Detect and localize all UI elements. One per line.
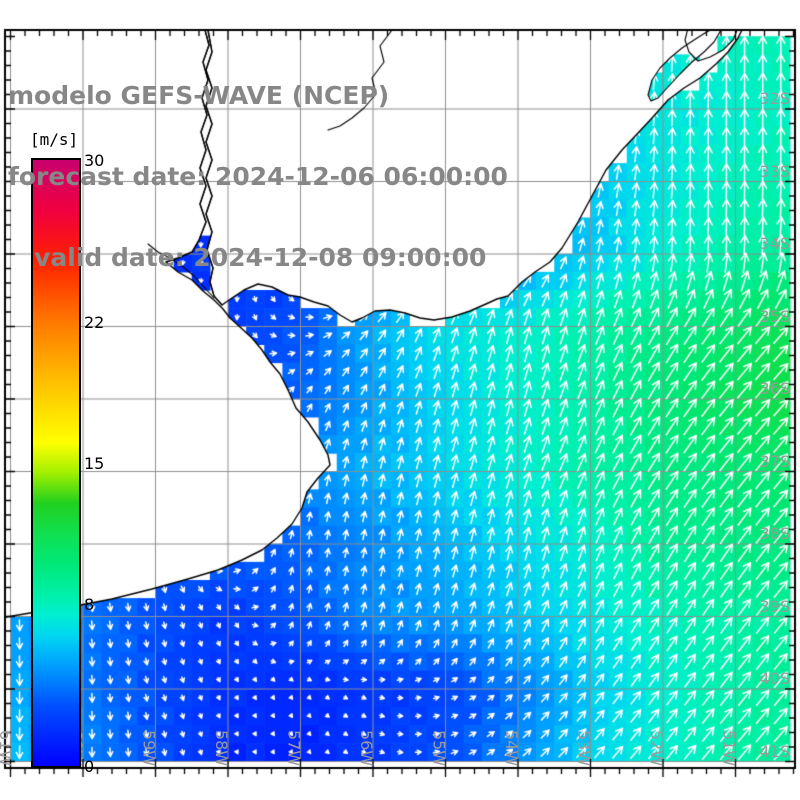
lat-label: 38S [759,524,790,543]
lon-label: 59W [139,730,159,767]
lat-label: 39S [759,596,790,616]
colorbar-tick-label: 0 [84,757,95,776]
colorbar-tick-label: 8 [84,595,95,615]
lon-label: 61W [0,730,15,767]
lat-label: 34S [759,234,790,253]
colorbar-gradient [31,158,81,768]
lon-label: 55W [429,730,449,767]
lon-label: 51W [719,730,739,767]
colorbar-tick-label: 30 [84,151,105,170]
lat-label: 37S [759,451,790,471]
lat-label: 41S [759,741,790,761]
colorbar-tick-label: 22 [84,312,105,332]
forecast-date-line: forecast date: 2024-12-06 06:00:00 [8,162,508,191]
colorbar-unit-label: [m/s] [30,130,79,149]
lat-label: 32S [759,89,790,108]
lon-label: 54W [502,730,521,767]
valid-date-line: valid date: 2024-12-08 09:00:00 [8,243,487,272]
lon-label: 57W [284,730,304,767]
lon-label: 56W [357,730,376,767]
title-block: modelo GEFS-WAVE (NCEP) forecast date: 2… [8,28,508,325]
lon-label: 53W [574,730,594,767]
lon-label: 58W [212,730,231,767]
lat-label: 36S [759,379,790,398]
lat-label: 40S [759,669,790,688]
lat-label: 33S [759,161,790,181]
lon-label: 52W [647,730,666,767]
lat-label: 35S [759,306,790,326]
colorbar-tick-label: 15 [84,454,105,473]
model-title: modelo GEFS-WAVE (NCEP) [8,81,390,110]
